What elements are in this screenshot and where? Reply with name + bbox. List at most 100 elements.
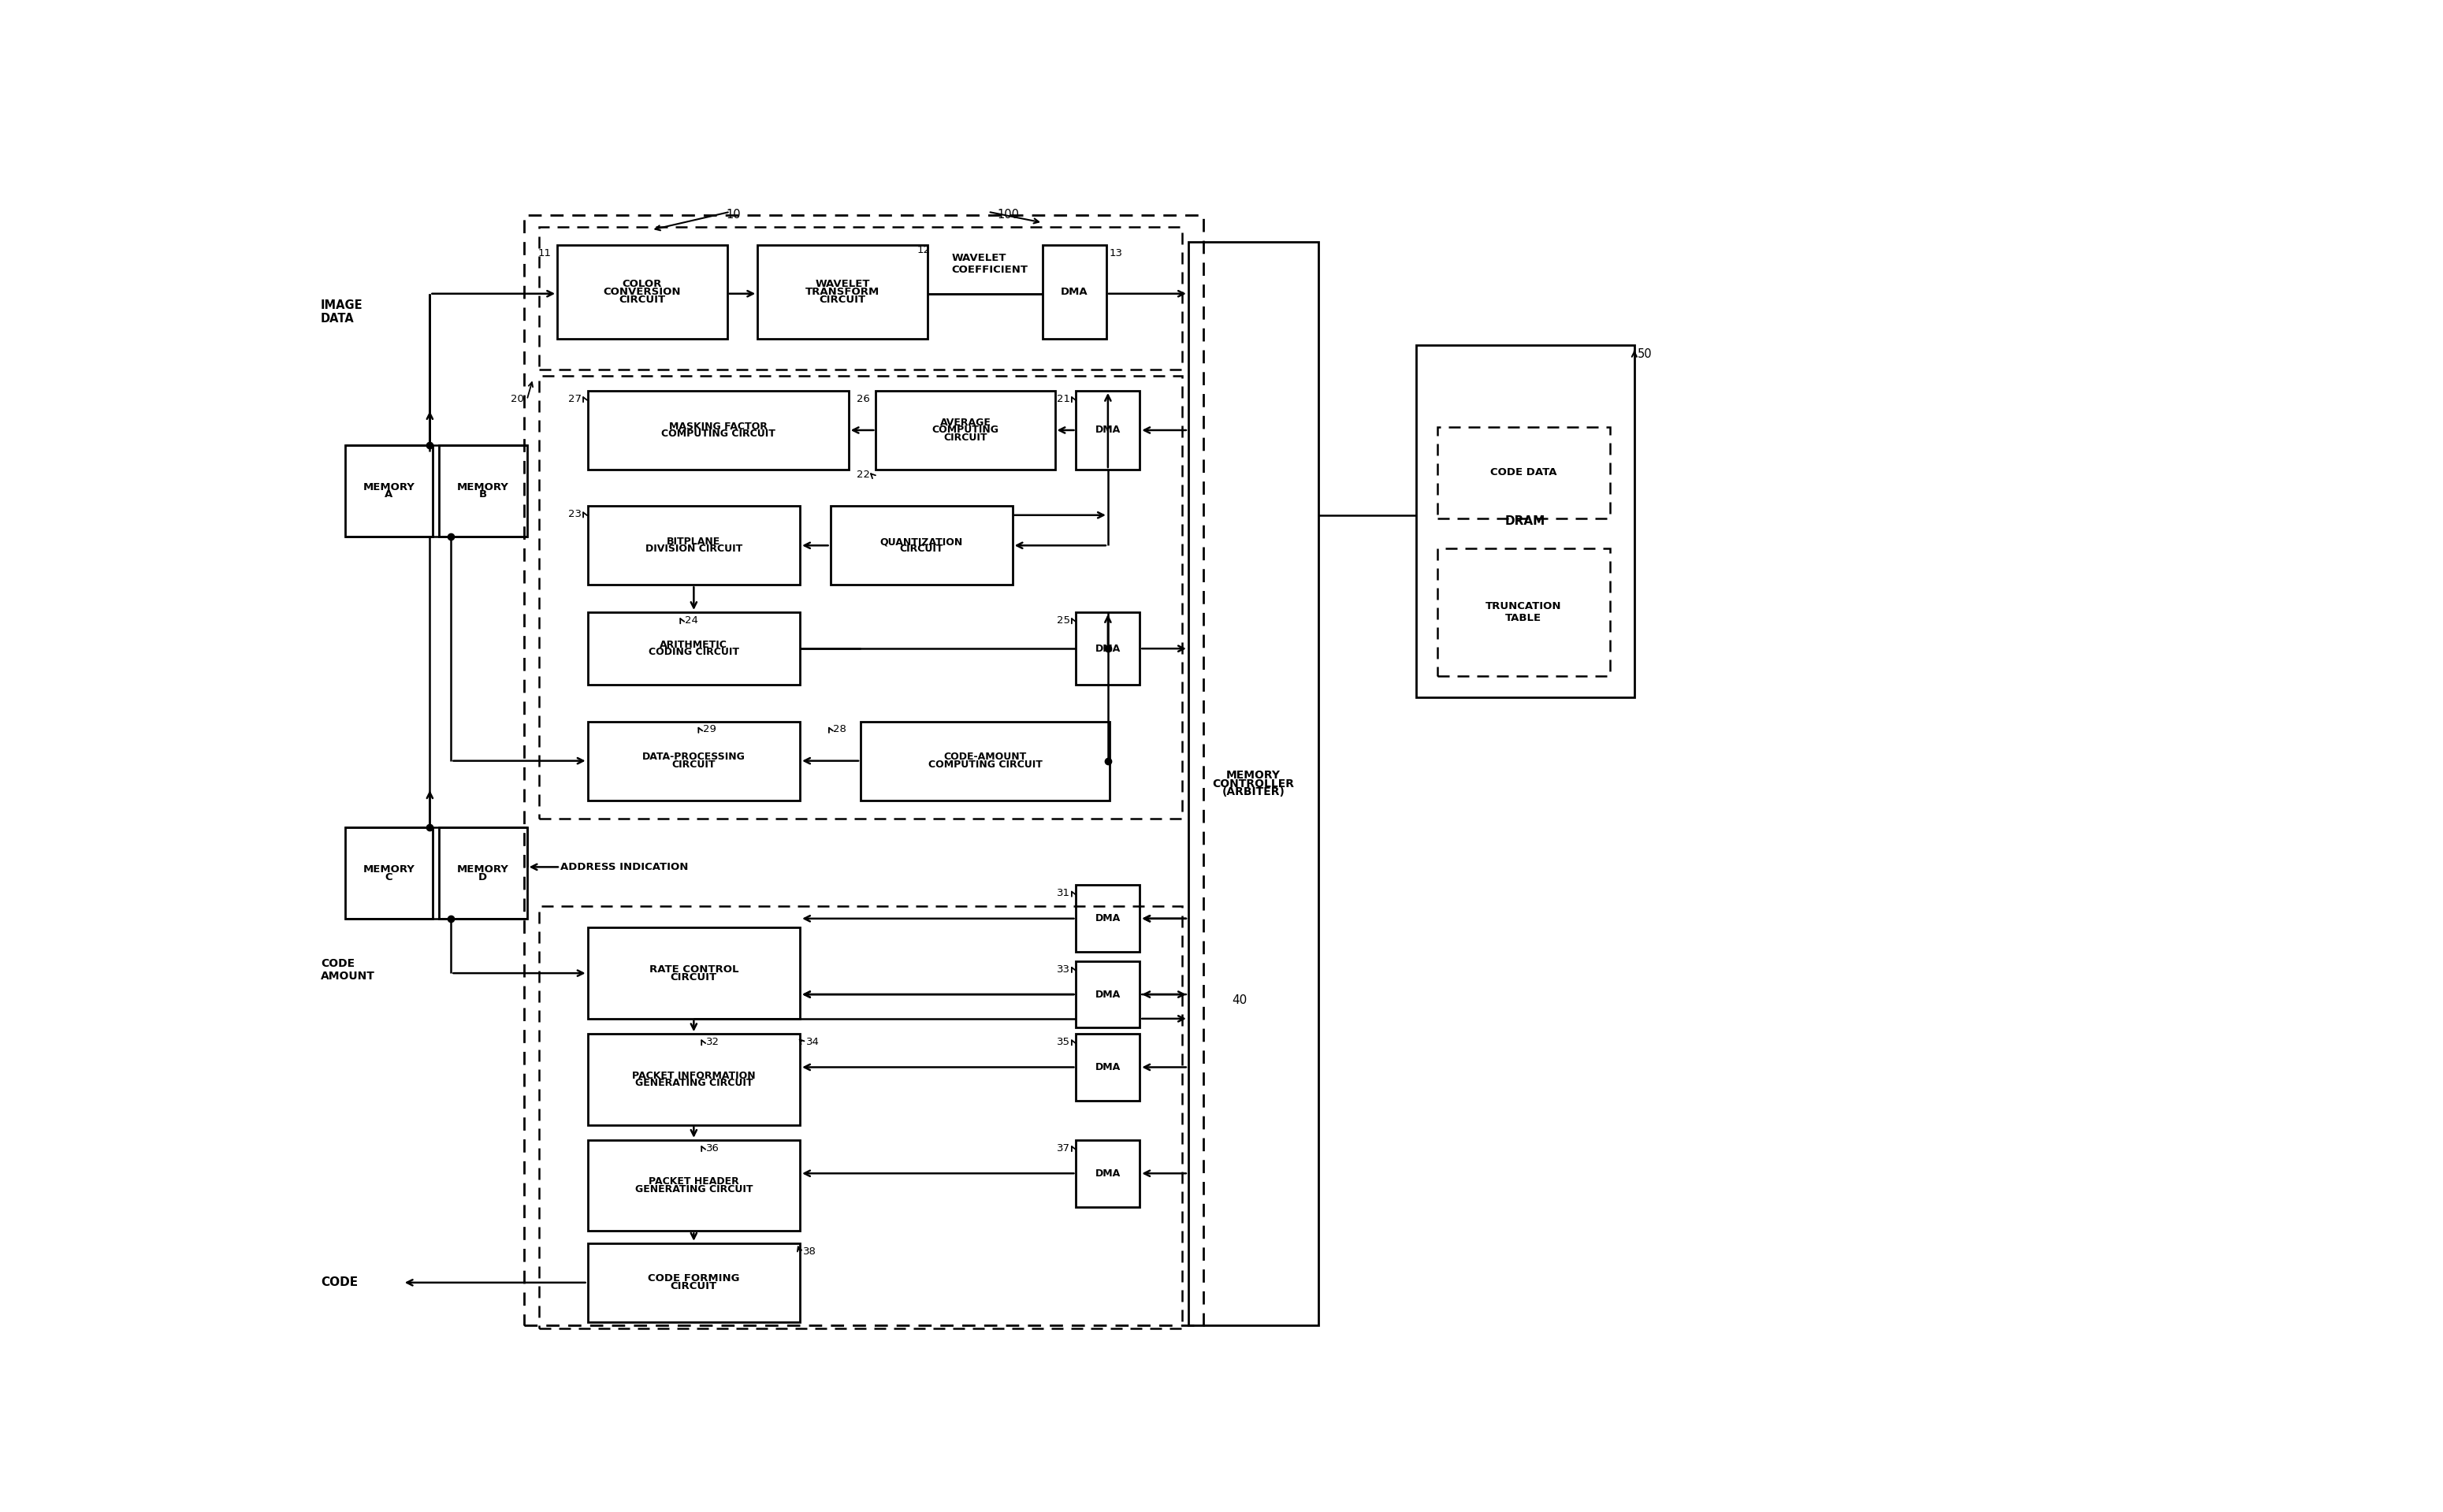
- Text: 23: 23: [569, 510, 581, 519]
- Bar: [875, 390, 1055, 470]
- Bar: [589, 721, 799, 800]
- Text: PACKET HEADER: PACKET HEADER: [647, 1176, 738, 1187]
- Text: 40: 40: [1231, 995, 1248, 1007]
- Text: 29: 29: [704, 724, 716, 735]
- Bar: [1075, 612, 1141, 685]
- Bar: [440, 446, 528, 537]
- Text: DMA: DMA: [1094, 913, 1121, 924]
- Text: AVERAGE: AVERAGE: [941, 417, 992, 428]
- Bar: [1436, 428, 1610, 519]
- Text: ADDRESS INDICATION: ADDRESS INDICATION: [559, 862, 689, 872]
- Text: RATE CONTROL: RATE CONTROL: [650, 965, 738, 974]
- Bar: [557, 245, 728, 339]
- Text: GENERATING CIRCUIT: GENERATING CIRCUIT: [635, 1184, 752, 1194]
- Text: 33: 33: [1055, 965, 1070, 974]
- Text: TRANSFORM: TRANSFORM: [806, 287, 879, 298]
- Text: DIVISION CIRCUIT: DIVISION CIRCUIT: [645, 544, 743, 555]
- Text: ARITHMETIC: ARITHMETIC: [660, 640, 728, 650]
- Text: 10: 10: [726, 209, 740, 221]
- Text: 12: 12: [916, 245, 931, 256]
- Bar: [589, 507, 799, 585]
- Bar: [1417, 345, 1634, 697]
- Text: 24: 24: [684, 615, 699, 626]
- Text: B: B: [479, 490, 486, 500]
- Text: 36: 36: [706, 1143, 718, 1154]
- Text: CIRCUIT: CIRCUIT: [669, 972, 718, 983]
- Bar: [831, 507, 1011, 585]
- Text: 50: 50: [1637, 348, 1651, 360]
- Text: 100: 100: [997, 209, 1019, 221]
- Bar: [1436, 549, 1610, 676]
- Bar: [523, 215, 1204, 1325]
- Text: CIRCUIT: CIRCUIT: [943, 432, 987, 443]
- Bar: [757, 245, 928, 339]
- Text: DATA-PROCESSING: DATA-PROCESSING: [643, 751, 745, 762]
- Text: 21: 21: [1055, 393, 1070, 404]
- Text: C: C: [386, 872, 393, 881]
- Text: 26: 26: [857, 393, 870, 404]
- Text: DRAM: DRAM: [1505, 516, 1546, 528]
- Text: 37: 37: [1055, 1143, 1070, 1154]
- Text: CONVERSION: CONVERSION: [603, 287, 682, 298]
- Text: 32: 32: [706, 1037, 718, 1048]
- Text: (ARBITER): (ARBITER): [1222, 786, 1285, 797]
- Text: CODE: CODE: [320, 1276, 357, 1288]
- Bar: [540, 906, 1182, 1328]
- Bar: [589, 390, 848, 470]
- Text: 35: 35: [1055, 1037, 1070, 1048]
- Text: COLOR: COLOR: [623, 280, 662, 289]
- Text: MEMORY: MEMORY: [1226, 770, 1280, 780]
- Text: 34: 34: [806, 1037, 818, 1048]
- Text: 11: 11: [537, 248, 552, 259]
- Text: 13: 13: [1109, 248, 1124, 259]
- Text: DMA: DMA: [1094, 644, 1121, 653]
- Text: COMPUTING CIRCUIT: COMPUTING CIRCUIT: [662, 429, 774, 438]
- Text: DMA: DMA: [1094, 989, 1121, 999]
- Text: GENERATING CIRCUIT: GENERATING CIRCUIT: [635, 1078, 752, 1089]
- Text: CIRCUIT: CIRCUIT: [669, 1281, 718, 1291]
- Text: CODE
AMOUNT: CODE AMOUNT: [320, 959, 374, 981]
- Bar: [1075, 1034, 1141, 1101]
- Text: PACKET INFORMATION: PACKET INFORMATION: [633, 1070, 755, 1081]
- Text: CODE-AMOUNT: CODE-AMOUNT: [943, 751, 1026, 762]
- Bar: [1187, 242, 1319, 1325]
- Text: WAVELET
COEFFICIENT: WAVELET COEFFICIENT: [953, 253, 1029, 275]
- Bar: [344, 827, 432, 919]
- Text: CIRCUIT: CIRCUIT: [818, 295, 865, 305]
- Text: CIRCUIT: CIRCUIT: [899, 544, 943, 555]
- Text: CIRCUIT: CIRCUIT: [672, 759, 716, 770]
- Text: COMPUTING CIRCUIT: COMPUTING CIRCUIT: [928, 759, 1043, 770]
- Bar: [344, 446, 432, 537]
- Text: 28: 28: [833, 724, 848, 735]
- Text: CONTROLLER: CONTROLLER: [1212, 779, 1295, 789]
- Text: MEMORY: MEMORY: [457, 863, 508, 874]
- Text: CODING CIRCUIT: CODING CIRCUIT: [647, 647, 740, 658]
- Bar: [1075, 1140, 1141, 1207]
- Text: IMAGE
DATA: IMAGE DATA: [320, 299, 364, 325]
- Text: DMA: DMA: [1094, 1169, 1121, 1178]
- Text: A: A: [386, 490, 393, 500]
- Text: TRUNCATION
TABLE: TRUNCATION TABLE: [1485, 602, 1561, 623]
- Text: 27: 27: [569, 393, 581, 404]
- Text: CODE FORMING: CODE FORMING: [647, 1273, 740, 1284]
- Text: QUANTIZATION: QUANTIZATION: [879, 537, 963, 547]
- Text: DMA: DMA: [1094, 425, 1121, 435]
- Text: 25: 25: [1055, 615, 1070, 626]
- Text: WAVELET: WAVELET: [816, 280, 870, 289]
- Text: DMA: DMA: [1094, 1061, 1121, 1072]
- Text: 38: 38: [804, 1246, 816, 1256]
- Text: MEMORY: MEMORY: [364, 482, 415, 491]
- Bar: [860, 721, 1109, 800]
- Bar: [1075, 885, 1141, 953]
- Bar: [589, 1243, 799, 1321]
- Text: 31: 31: [1055, 888, 1070, 898]
- Bar: [1075, 962, 1141, 1028]
- Bar: [1043, 245, 1107, 339]
- Text: BITPLANE: BITPLANE: [667, 537, 721, 547]
- Bar: [589, 1140, 799, 1231]
- Text: CIRCUIT: CIRCUIT: [618, 295, 664, 305]
- Text: COMPUTING: COMPUTING: [931, 425, 999, 435]
- Text: MEMORY: MEMORY: [364, 863, 415, 874]
- Text: 20: 20: [511, 393, 523, 404]
- Bar: [589, 612, 799, 685]
